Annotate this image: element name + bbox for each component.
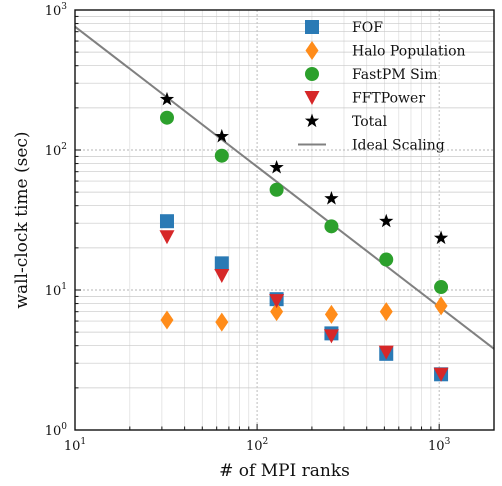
total-point [324,191,339,205]
halo-population-point [379,302,393,322]
halo-population-point [434,296,448,316]
ideal-scaling-line [74,25,495,350]
x-axis-label: # of MPI ranks [219,461,350,481]
x-tick-label: 101 [64,437,86,454]
plot-frame [74,9,495,431]
x-tick-label: 102 [246,437,268,454]
data-points [159,91,449,382]
fastpm-sim-point [379,252,394,267]
legend-fftpower-swatch [304,91,320,105]
y-tick-label: 100 [45,422,68,439]
total-point [379,213,394,228]
legend-total-label: Total [352,114,388,130]
fftpower-point [159,230,175,245]
legend-fastpm-sim-label: FastPM Sim [352,67,437,83]
fftpower-point [378,345,394,360]
fftpower-point [269,294,285,309]
total-point [269,159,284,174]
total-point [159,91,175,106]
legend-fof-swatch [305,20,319,34]
fastpm-sim-point [324,219,339,234]
legend-halo-population-label: Halo Population [352,44,466,60]
legend-fftpower-label: FFTPower [352,91,425,107]
y-tick-label: 101 [45,282,67,299]
legend-halo-population-swatch [305,41,319,60]
legend-ideal-scaling-label: Ideal Scaling [352,138,445,154]
y-tick-label: 103 [45,2,68,19]
total-point [214,128,229,143]
halo-population-point [324,304,338,324]
halo-population-point [215,312,229,332]
fof-point [159,214,174,229]
fof-point [214,256,229,271]
legend-fastpm-sim-swatch [305,67,319,81]
fastpm-sim-point [159,110,174,125]
fftpower-point [433,367,449,382]
y-axis-label: wall-clock time (sec) [12,131,32,308]
fastpm-sim-point [214,148,229,163]
fftpower-point [323,329,339,344]
legend: FOF Halo Population FastPM Sim FFTPower Tota… [298,20,466,154]
legend-fof-label: FOF [352,20,383,36]
fastpm-sim-point [269,182,284,197]
ideal-scaling-line-layer [74,25,495,350]
fastpm-sim-point [434,280,449,295]
halo-population-point [270,302,284,322]
x-tick-label: 103 [428,437,451,454]
legend-total-swatch [304,113,320,128]
halo-population-point [160,310,174,330]
total-point [433,230,449,245]
fftpower-point [214,268,230,283]
y-tick-label: 102 [45,142,67,159]
